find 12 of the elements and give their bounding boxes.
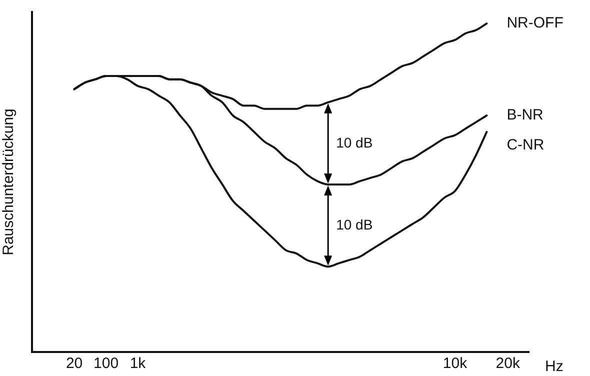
- x-tick-label: 10k: [442, 355, 468, 372]
- annotation: 10 dB: [336, 134, 373, 150]
- series-label: C-NR: [506, 136, 544, 154]
- x-axis-title: Hz: [545, 358, 564, 376]
- x-tick-label: 20: [66, 355, 83, 372]
- x-tick-label: 20k: [496, 355, 520, 372]
- y-axis-title: Rauschunterdrückung: [0, 108, 18, 256]
- series-label: B-NR: [506, 106, 544, 124]
- annotation: 10 dB: [336, 216, 373, 232]
- x-tick-label: 1k: [130, 355, 146, 372]
- series-label: NR-OFF: [506, 14, 564, 32]
- x-tick-label: 100: [94, 355, 119, 372]
